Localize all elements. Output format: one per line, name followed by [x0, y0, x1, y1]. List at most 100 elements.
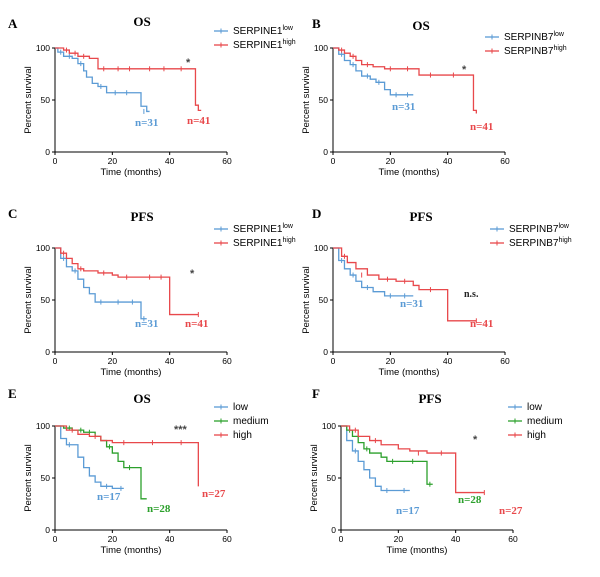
legend-entry-name: SERPINE1 — [233, 224, 283, 235]
x-tick-label: 20 — [108, 356, 118, 366]
legend-entry-superscript: high — [553, 45, 566, 52]
n-label: n=27 — [499, 505, 523, 517]
legend-entry: SERPINE1low — [233, 25, 294, 37]
n-label: n=41 — [187, 115, 210, 127]
x-tick-label: 0 — [331, 156, 336, 166]
x-tick-label: 20 — [386, 156, 396, 166]
significance-label: * — [462, 64, 467, 76]
y-tick-label: 100 — [36, 421, 50, 431]
x-tick-label: 60 — [508, 534, 518, 544]
legend-entry-superscript: high — [282, 39, 295, 46]
panel-F: F PFS 0 20 40 60 0 50 100 Time (months) Percent su… — [309, 386, 563, 556]
series-line-SERPINE1-low — [55, 247, 147, 320]
panel-letter: F — [312, 386, 320, 401]
legend-entry-name: SERPINE1 — [233, 238, 283, 249]
legend-entry: SERPINB7high — [504, 45, 567, 57]
y-axis-label: Percent survival — [309, 444, 320, 512]
legend-entry-name: low — [527, 402, 543, 413]
x-tick-label: 60 — [500, 156, 510, 166]
legend-entry: SERPINE1low — [233, 223, 294, 235]
series-line-SERPINB7-low — [333, 247, 414, 297]
y-tick-label: 0 — [331, 525, 336, 535]
x-axis-label: Time (months) — [101, 367, 162, 378]
legend-entry: low — [233, 402, 249, 413]
legend-entry-superscript: low — [558, 223, 569, 230]
n-label: n=41 — [185, 318, 208, 330]
legend-entry: SERPINE1high — [233, 39, 296, 51]
legend-entry: medium — [233, 416, 269, 427]
legend-entry-name: low — [233, 402, 249, 413]
significance-label: *** — [174, 424, 188, 436]
series-line-low — [341, 425, 410, 492]
y-axis-label: Percent survival — [23, 66, 34, 134]
panel-title: OS — [412, 18, 429, 33]
y-tick-label: 100 — [314, 43, 328, 53]
significance-label: * — [190, 268, 195, 280]
x-tick-label: 40 — [451, 534, 461, 544]
legend-entry-name: SERPINB7 — [504, 46, 554, 57]
legend-entry-name: medium — [527, 416, 563, 427]
series-line-high — [341, 425, 485, 494]
x-tick-label: 60 — [222, 356, 232, 366]
y-tick-label: 50 — [327, 473, 337, 483]
x-tick-label: 0 — [53, 356, 58, 366]
panel-title: PFS — [409, 209, 432, 224]
panel-title: OS — [133, 14, 150, 29]
n-label: n=17 — [97, 491, 121, 503]
significance-label: n.s. — [464, 289, 479, 300]
x-tick-label: 20 — [386, 356, 396, 366]
n-label: n=31 — [135, 117, 158, 129]
legend-entry: SERPINE1high — [233, 237, 296, 249]
legend-entry-superscript: low — [553, 31, 564, 38]
y-tick-label: 50 — [319, 295, 329, 305]
series-line-SERPINE1-low — [55, 47, 150, 113]
x-tick-label: 20 — [108, 156, 118, 166]
x-tick-label: 40 — [165, 156, 175, 166]
panel-title: OS — [133, 391, 150, 406]
n-label: n=41 — [470, 121, 493, 133]
y-axis-label: Percent survival — [301, 66, 312, 134]
x-axis-label: Time (months) — [101, 167, 162, 178]
legend-entry-name: high — [527, 430, 546, 441]
panel-C: C PFS 0 20 40 60 0 50 100 Time (months) Percent su… — [8, 206, 296, 378]
x-tick-label: 60 — [222, 156, 232, 166]
significance-label: * — [473, 434, 478, 446]
y-tick-label: 100 — [36, 243, 50, 253]
x-axis-label: Time (months) — [101, 545, 162, 556]
series-line-low — [55, 425, 124, 490]
x-tick-label: 0 — [339, 534, 344, 544]
y-tick-label: 50 — [41, 295, 51, 305]
series-line-SERPINB7-high — [333, 47, 477, 114]
legend-entry: SERPINB7high — [509, 237, 572, 249]
legend-entry-name: SERPINB7 — [509, 224, 559, 235]
x-axis-label: Time (months) — [387, 545, 448, 556]
y-tick-label: 0 — [45, 525, 50, 535]
panel-letter: A — [8, 16, 18, 31]
y-tick-label: 50 — [319, 95, 329, 105]
y-tick-label: 100 — [36, 43, 50, 53]
y-axis-label: Percent survival — [301, 266, 312, 334]
panel-D: D PFS 0 20 40 60 0 50 100 Time (months) Percent su… — [301, 206, 572, 378]
x-tick-label: 40 — [165, 534, 175, 544]
n-label: n=31 — [400, 298, 423, 310]
legend-entry: high — [233, 430, 252, 441]
n-label: n=28 — [458, 494, 482, 506]
panel-B: B OS 0 20 40 60 0 50 100 Time (months) Percent sur… — [301, 16, 567, 178]
series-line-medium — [341, 425, 433, 485]
x-tick-label: 0 — [331, 356, 336, 366]
legend-entry-name: SERPINE1 — [233, 40, 283, 51]
legend-entry: low — [527, 402, 543, 413]
significance-label: * — [186, 57, 191, 69]
panel-title: PFS — [418, 391, 441, 406]
series-line-SERPINB7-low — [333, 47, 414, 96]
panel-letter: C — [8, 206, 17, 221]
x-axis-label: Time (months) — [379, 367, 440, 378]
y-tick-label: 0 — [45, 147, 50, 157]
x-tick-label: 40 — [165, 356, 175, 366]
panel-letter: E — [8, 386, 17, 401]
x-tick-label: 20 — [394, 534, 404, 544]
y-tick-label: 100 — [314, 243, 328, 253]
x-tick-label: 20 — [108, 534, 118, 544]
legend-entry-name: medium — [233, 416, 269, 427]
